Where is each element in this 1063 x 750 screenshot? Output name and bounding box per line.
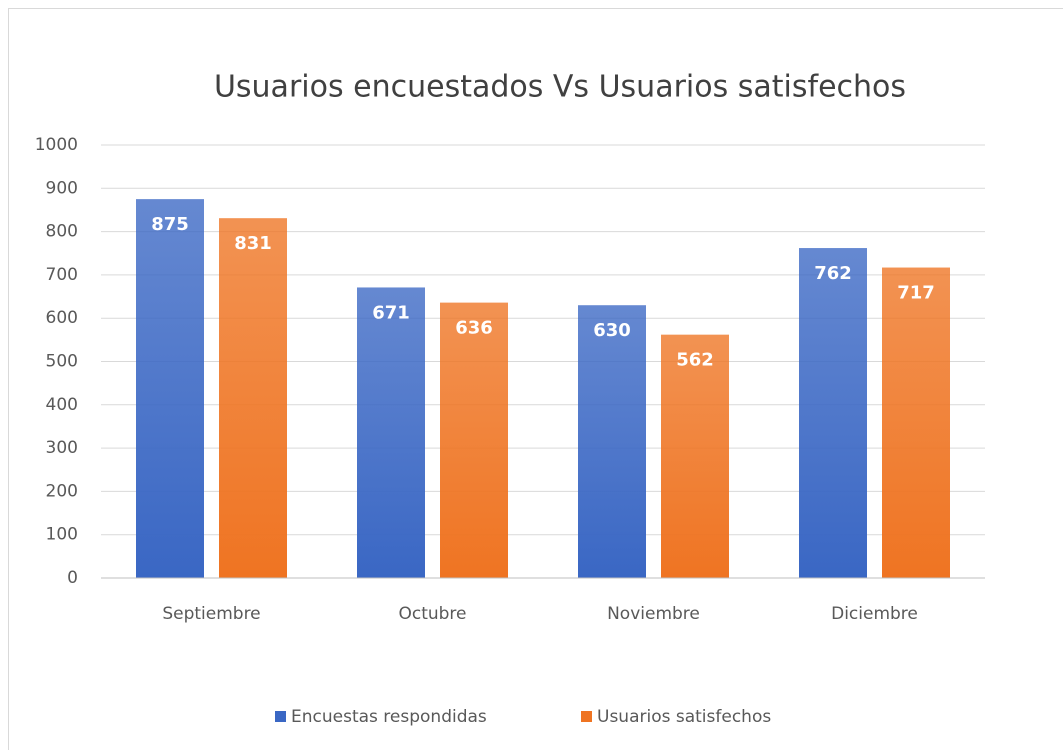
x-tick-label: Noviembre xyxy=(607,604,700,624)
data-label: 636 xyxy=(455,318,493,339)
y-tick-label: 0 xyxy=(67,568,78,588)
legend-label: Encuestas respondidas xyxy=(291,707,487,727)
x-tick-label: Septiembre xyxy=(162,604,260,624)
bar xyxy=(578,305,646,578)
bar xyxy=(440,302,508,578)
x-tick-label: Octubre xyxy=(398,604,466,624)
bar xyxy=(661,334,729,578)
legend-swatch xyxy=(275,711,286,722)
chart-title: Usuarios encuestados Vs Usuarios satisfe… xyxy=(214,70,906,105)
data-label: 562 xyxy=(676,350,714,371)
data-label: 630 xyxy=(593,320,631,341)
y-tick-label: 900 xyxy=(46,178,78,198)
y-tick-label: 100 xyxy=(46,525,78,545)
y-tick-label: 500 xyxy=(46,352,78,372)
bar xyxy=(357,287,425,578)
bar xyxy=(882,267,950,578)
y-tick-label: 300 xyxy=(46,438,78,458)
bar xyxy=(136,199,204,578)
data-label: 875 xyxy=(151,214,189,235)
y-tick-label: 1000 xyxy=(35,135,78,155)
x-tick-label: Diciembre xyxy=(831,604,918,624)
data-label: 831 xyxy=(234,233,272,254)
bar xyxy=(799,248,867,578)
bar xyxy=(219,218,287,578)
y-tick-label: 600 xyxy=(46,308,78,328)
data-label: 717 xyxy=(897,283,935,304)
y-tick-label: 800 xyxy=(46,222,78,242)
data-label: 671 xyxy=(372,302,410,323)
data-label: 762 xyxy=(814,263,852,284)
legend-swatch xyxy=(581,711,592,722)
y-tick-label: 200 xyxy=(46,481,78,501)
y-tick-label: 700 xyxy=(46,265,78,285)
legend-label: Usuarios satisfechos xyxy=(597,707,771,727)
y-tick-label: 400 xyxy=(46,395,78,415)
